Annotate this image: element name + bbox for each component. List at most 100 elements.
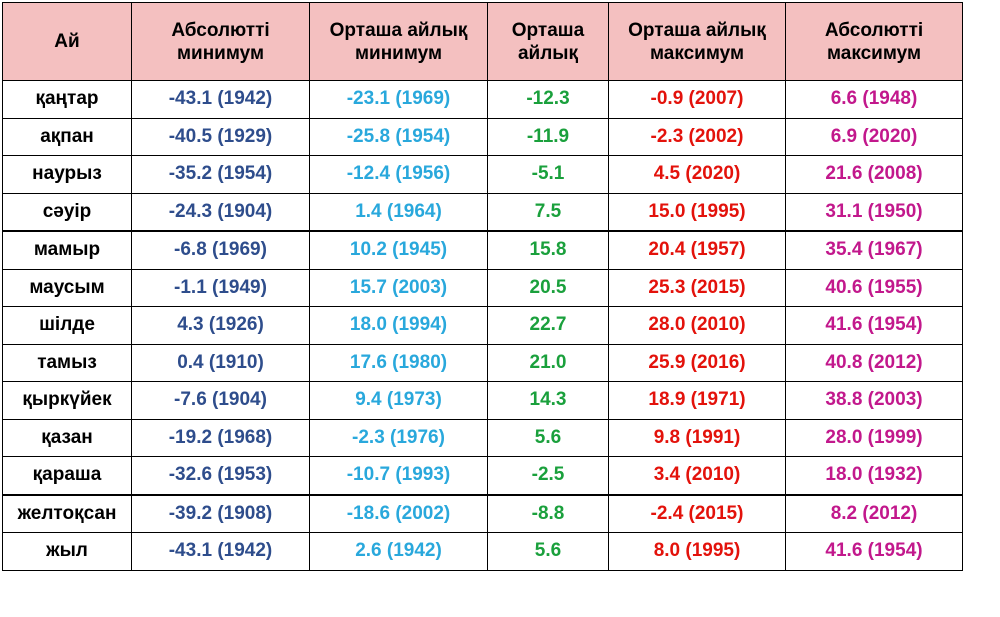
month-cell: мамыр <box>2 230 132 270</box>
absolute-max-cell: 41.6 (1954) <box>785 532 963 571</box>
absolute-min-cell: -39.2 (1908) <box>131 494 310 533</box>
table-row: маусым -1.1 (1949) 15.7 (2003) 20.5 25.3 (20… <box>2 268 963 307</box>
absolute-min-cell: -1.1 (1949) <box>131 268 310 307</box>
average-max-cell: -0.9 (2007) <box>608 80 786 119</box>
average-min-cell: -18.6 (2002) <box>309 494 488 533</box>
absolute-max-cell: 6.6 (1948) <box>785 80 963 119</box>
climate-table: Ай Абсолютті минимум Орташа айлық миниму… <box>2 2 963 571</box>
absolute-min-cell: -43.1 (1942) <box>131 80 310 119</box>
average-min-cell: 17.6 (1980) <box>309 343 488 382</box>
average-cell: -11.9 <box>487 117 609 156</box>
month-cell: шілде <box>2 306 132 345</box>
table-row: шілде 4.3 (1926) 18.0 (1994) 22.7 28.0 (2010… <box>2 306 963 345</box>
average-max-cell: 8.0 (1995) <box>608 532 786 571</box>
table-row: қаңтар -43.1 (1942) -23.1 (1969) -12.3 -0.9 … <box>2 80 963 119</box>
average-min-cell: 9.4 (1973) <box>309 381 488 420</box>
average-max-cell: 4.5 (2020) <box>608 155 786 194</box>
table-row: тамыз 0.4 (1910) 17.6 (1980) 21.0 25.9 (2016… <box>2 343 963 382</box>
absolute-min-cell: -19.2 (1968) <box>131 418 310 457</box>
absolute-max-cell: 40.8 (2012) <box>785 343 963 382</box>
table-row: наурыз -35.2 (1954) -12.4 (1956) -5.1 4.5 (2… <box>2 155 963 194</box>
absolute-max-cell: 6.9 (2020) <box>785 117 963 156</box>
average-max-cell: -2.3 (2002) <box>608 117 786 156</box>
average-min-cell: 10.2 (1945) <box>309 230 488 270</box>
month-cell: ақпан <box>2 117 132 156</box>
average-min-cell: -23.1 (1969) <box>309 80 488 119</box>
average-max-cell: 20.4 (1957) <box>608 230 786 270</box>
absolute-min-cell: 4.3 (1926) <box>131 306 310 345</box>
average-min-cell: -10.7 (1993) <box>309 456 488 496</box>
month-cell: қазан <box>2 418 132 457</box>
average-max-cell: 9.8 (1991) <box>608 418 786 457</box>
absolute-max-cell: 8.2 (2012) <box>785 494 963 533</box>
month-cell: жыл <box>2 532 132 571</box>
average-max-cell: 25.9 (2016) <box>608 343 786 382</box>
table-row: ақпан -40.5 (1929) -25.8 (1954) -11.9 -2.3 (… <box>2 117 963 156</box>
table-row: сәуір -24.3 (1904) 1.4 (1964) 7.5 15.0 (1995… <box>2 192 963 232</box>
average-cell: 22.7 <box>487 306 609 345</box>
absolute-min-cell: -32.6 (1953) <box>131 456 310 496</box>
header-row: Ай Абсолютті минимум Орташа айлық миниму… <box>2 2 963 81</box>
month-cell: қыркүйек <box>2 381 132 420</box>
average-min-cell: 1.4 (1964) <box>309 192 488 232</box>
average-max-cell: 18.9 (1971) <box>608 381 786 420</box>
header-average: Орташа айлық <box>487 2 609 81</box>
header-month: Ай <box>2 2 132 81</box>
absolute-min-cell: 0.4 (1910) <box>131 343 310 382</box>
table-row: қараша -32.6 (1953) -10.7 (1993) -2.5 3.4 (2… <box>2 456 963 496</box>
month-cell: желтоқсан <box>2 494 132 533</box>
month-cell: тамыз <box>2 343 132 382</box>
absolute-min-cell: -43.1 (1942) <box>131 532 310 571</box>
average-cell: 5.6 <box>487 532 609 571</box>
table-body: қаңтар -43.1 (1942) -23.1 (1969) -12.3 -0.9 … <box>2 80 963 571</box>
average-cell: 14.3 <box>487 381 609 420</box>
average-max-cell: 15.0 (1995) <box>608 192 786 232</box>
absolute-max-cell: 21.6 (2008) <box>785 155 963 194</box>
average-cell: 20.5 <box>487 268 609 307</box>
header-absolute-min: Абсолютті минимум <box>131 2 310 81</box>
average-cell: 7.5 <box>487 192 609 232</box>
average-max-cell: 3.4 (2010) <box>608 456 786 496</box>
absolute-max-cell: 40.6 (1955) <box>785 268 963 307</box>
average-cell: 5.6 <box>487 418 609 457</box>
header-average-max: Орташа айлық максимум <box>608 2 786 81</box>
table-row: жыл -43.1 (1942) 2.6 (1942) 5.6 8.0 (1995) 41… <box>2 532 963 571</box>
absolute-min-cell: -6.8 (1969) <box>131 230 310 270</box>
absolute-max-cell: 35.4 (1967) <box>785 230 963 270</box>
month-cell: қараша <box>2 456 132 496</box>
absolute-min-cell: -35.2 (1954) <box>131 155 310 194</box>
average-min-cell: 18.0 (1994) <box>309 306 488 345</box>
average-cell: -12.3 <box>487 80 609 119</box>
table-row: қыркүйек -7.6 (1904) 9.4 (1973) 14.3 18.9 (1… <box>2 381 963 420</box>
header-absolute-max: Абсолютті максимум <box>785 2 963 81</box>
average-min-cell: -12.4 (1956) <box>309 155 488 194</box>
average-cell: -2.5 <box>487 456 609 496</box>
average-cell: -8.8 <box>487 494 609 533</box>
absolute-max-cell: 41.6 (1954) <box>785 306 963 345</box>
table-row: мамыр -6.8 (1969) 10.2 (1945) 15.8 20.4 (195… <box>2 230 963 270</box>
average-min-cell: -25.8 (1954) <box>309 117 488 156</box>
average-max-cell: -2.4 (2015) <box>608 494 786 533</box>
month-cell: сәуір <box>2 192 132 232</box>
month-cell: маусым <box>2 268 132 307</box>
month-cell: қаңтар <box>2 80 132 119</box>
average-cell: 15.8 <box>487 230 609 270</box>
absolute-max-cell: 18.0 (1932) <box>785 456 963 496</box>
average-cell: -5.1 <box>487 155 609 194</box>
absolute-max-cell: 28.0 (1999) <box>785 418 963 457</box>
absolute-min-cell: -40.5 (1929) <box>131 117 310 156</box>
header-average-min: Орташа айлық минимум <box>309 2 488 81</box>
average-cell: 21.0 <box>487 343 609 382</box>
absolute-min-cell: -7.6 (1904) <box>131 381 310 420</box>
table-row: қазан -19.2 (1968) -2.3 (1976) 5.6 9.8 (1991… <box>2 418 963 457</box>
average-min-cell: 15.7 (2003) <box>309 268 488 307</box>
absolute-min-cell: -24.3 (1904) <box>131 192 310 232</box>
table-row: желтоқсан -39.2 (1908) -18.6 (2002) -8.8 -2.… <box>2 494 963 533</box>
month-cell: наурыз <box>2 155 132 194</box>
absolute-max-cell: 38.8 (2003) <box>785 381 963 420</box>
absolute-max-cell: 31.1 (1950) <box>785 192 963 232</box>
average-min-cell: -2.3 (1976) <box>309 418 488 457</box>
average-max-cell: 25.3 (2015) <box>608 268 786 307</box>
average-min-cell: 2.6 (1942) <box>309 532 488 571</box>
average-max-cell: 28.0 (2010) <box>608 306 786 345</box>
